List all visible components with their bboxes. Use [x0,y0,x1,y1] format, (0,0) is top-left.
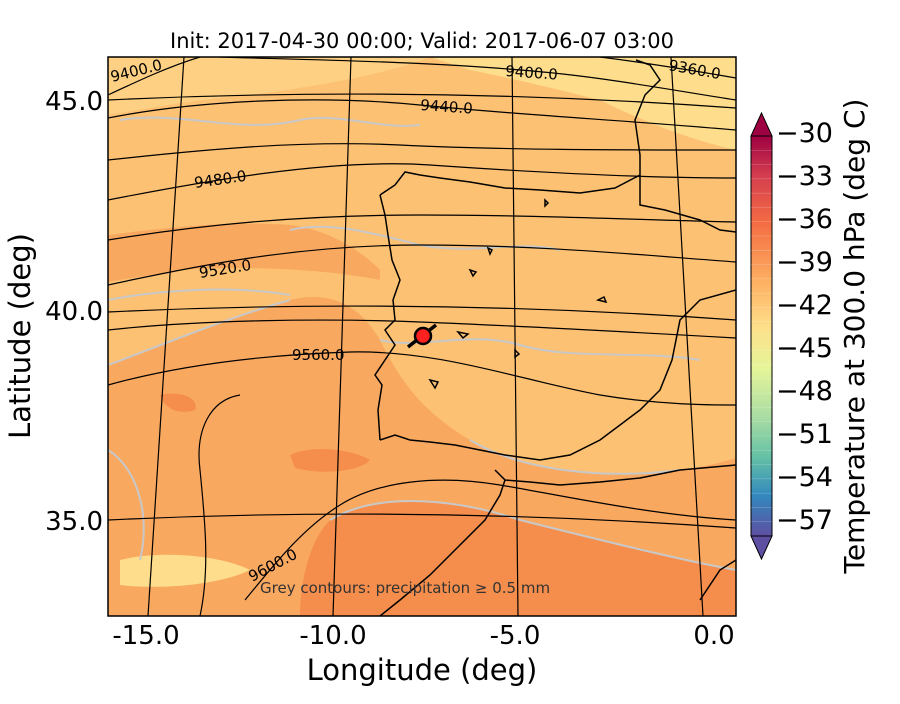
colorbar-tick-label: −30 [776,118,833,149]
contour-label-9440: 9440.0 [420,96,474,118]
map-frame [107,56,737,617]
contour-9520b [108,214,736,241]
parallel-35 [108,513,736,529]
colorbar-tick-label: −42 [776,290,833,321]
colorbar-tick-label: −36 [776,204,833,235]
precip-annotation: Grey contours: precipitation ≥ 0.5 mm [260,579,550,597]
x-tick-label: 0.0 [693,621,734,651]
precip-contour [108,288,291,301]
meridian-5 [511,57,519,616]
y-tick-label: 35.0 [45,507,103,537]
colorbar-tick-label: −48 [776,376,833,407]
x-tick-label: -5.0 [490,621,541,651]
x-axis: -15.0 -10.0 -5.0 0.0 [112,621,734,651]
colorbar-tick-label: −33 [776,161,833,192]
colorbar-label: Temperature at 300.0 hPa (deg C) [838,99,871,575]
colorbar-tick-label: −45 [776,333,833,364]
contour-9600 [244,479,736,601]
colorbar: −30 −33 −36 −39 −42 −45 −48 −51 −54 −57 … [750,99,871,575]
map-area [108,57,736,616]
contour-9400 [108,57,736,101]
inland-lake [428,378,440,390]
contour-9560 [108,351,736,406]
coastlines [374,59,736,616]
morocco-coastline [379,464,736,616]
contour-label-9400-right: 9400.0 [505,62,559,84]
inland-lake [456,330,470,340]
contour-9360 [599,57,736,79]
colorbar-tick-label: −54 [776,462,833,493]
inland-lake [595,295,608,304]
contour-label-9560: 9560.0 [292,346,345,364]
y-axis: 45.0 40.0 35.0 [45,87,103,537]
chart-title: Init: 2017-04-30 00:00; Valid: 2017-06-0… [170,29,674,53]
colorbar-extend-bottom [750,535,773,561]
height-contours [108,57,736,616]
precip-contour [469,439,681,475]
colorbar-extend-top [750,111,773,137]
colorbar-frame [750,135,773,537]
x-tick-label: -15.0 [112,621,179,651]
inland-lake [544,198,550,208]
deep-temperature-patch [290,448,370,472]
y-axis-label: Latitude (deg) [3,233,37,439]
inland-lake [468,268,478,278]
parallel-40 [108,305,736,321]
precip-contour [329,500,736,571]
meridian-10 [332,57,352,616]
parallel-45 [108,93,736,109]
warm-temperature-region-2 [108,223,380,282]
contour-9480b [108,143,736,161]
contour-9560b [108,319,736,339]
iberia-coastline [374,59,736,461]
contour-9600b [198,394,241,616]
meridian-15 [147,57,185,616]
contour-9440 [108,99,736,131]
algeria-coastline [699,559,736,601]
precipitation-contours [108,116,736,571]
marker-point [413,326,433,346]
deep-temperature-patch-2 [160,393,196,412]
precip-contour [119,116,421,127]
inland-lake [486,246,494,256]
site-marker [406,323,438,349]
pale-temperature-band-2 [108,57,430,115]
x-axis-label: Longitude (deg) [307,653,538,687]
graticule [108,57,736,616]
colorbar-ticks: −30 −33 −36 −39 −42 −45 −48 −51 −54 −57 [776,118,833,536]
colorbar-tick-label: −51 [776,419,833,450]
y-tick-label: 40.0 [45,297,103,327]
x-tick-label: -10.0 [299,621,366,651]
colorbar-gradient [751,136,772,536]
precip-contour [108,449,145,561]
colorbar-tick-label: −39 [776,247,833,278]
precip-contour [108,299,291,366]
contour-9520 [108,244,736,286]
deep-temperature-region [300,501,736,616]
inland-lake [514,348,521,359]
pale-temperature-patch [120,554,250,587]
y-tick-label: 45.0 [45,87,103,117]
colorbar-bands [751,149,772,523]
colorbar-tick-label: −57 [776,505,833,536]
